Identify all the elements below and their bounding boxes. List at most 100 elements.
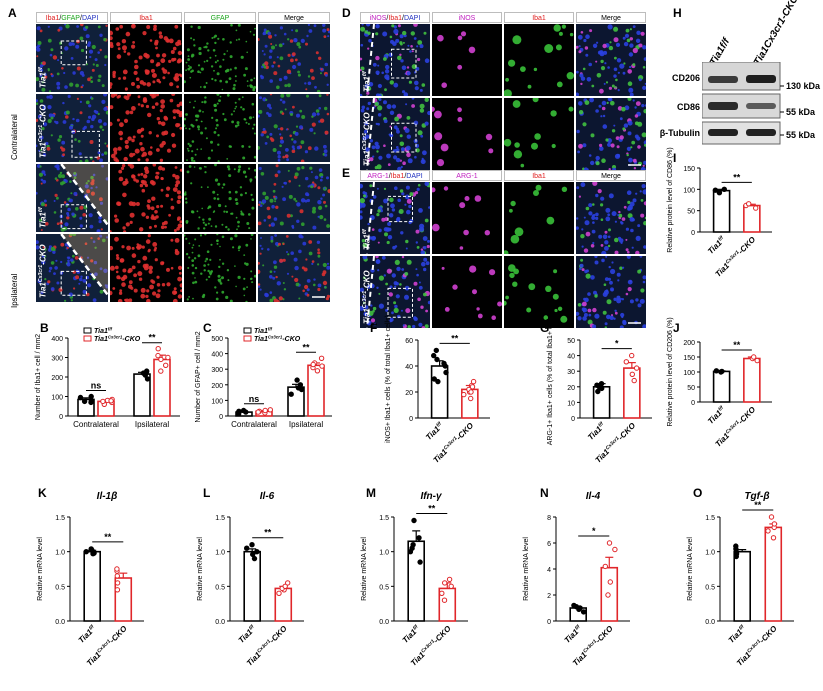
western-blot [702,62,784,145]
data-point [409,545,415,551]
column-header: Merge [576,12,646,23]
y-tick-label: 0.5 [215,584,225,591]
size-label-55a: 55 kDa [786,107,816,117]
y-tick-label: 20 [567,385,575,392]
significance-mark: ** [451,333,459,343]
data-point [771,521,778,527]
svg-text:Tia1f/f: Tia1f/f [424,420,446,442]
data-point [285,580,291,586]
y-axis-label: Relative mRNA level [361,537,368,601]
panel-label-g: G [540,321,549,335]
y-tick-label: 1.0 [55,550,65,557]
size-label-130: 130 kDa [786,81,821,91]
y-tick-label: 100 [683,187,695,194]
bar-ff [83,550,101,622]
data-point [114,566,120,572]
chart-title: Tgf-β [744,491,769,502]
data-point [629,371,635,377]
panel-label-m: M [366,486,376,500]
data-point [88,546,94,552]
chart-k: K 0.0 0.5 1.0 1.5 Relative mRNA level Il-1β ** T… [37,486,144,668]
svg-text:Tia1f/f: Tia1f/f [401,623,423,645]
band-label-cd206: CD206 [671,73,700,83]
data-point [244,545,250,551]
column-header: iNOS [432,12,502,23]
bar-cko [743,357,761,403]
svg-text:Tia1Cx3cr1-CKO: Tia1Cx3cr1-CKO [94,334,141,343]
data-point [295,385,302,391]
data-point [768,514,775,520]
data-point [441,360,447,367]
data-point [411,517,417,524]
data-point [243,409,249,415]
data-point [461,391,467,398]
data-point [594,382,600,388]
micrograph-tile [110,234,182,302]
chart-c: C 0 100 200 300 400 500 Number of GFAP+ cell / … [195,321,332,429]
y-tick-label: 1.0 [705,550,715,557]
data-point [770,535,777,541]
data-point [713,368,720,374]
chart-g: G 0 10 20 30 40 50 ARG-1+ Iba1+ cells (% of tot… [540,313,652,465]
column-header: Iba1 [504,12,574,23]
significance-mark: ** [104,532,112,542]
chart-f: F 0 20 40 60 iNOS+ Iba1+ cells (% of total Ib… [370,315,490,465]
panel-label-k: K [38,486,47,500]
y-tick-label: 0 [59,414,63,421]
significance-mark: * [592,526,596,536]
y-tick-label: 0 [691,230,695,237]
micrograph-tile [184,234,256,302]
data-point [595,388,601,395]
y-tick-label: 50 [687,209,695,216]
column-header: Iba1 [504,170,574,181]
category-label: Contralateral [73,420,119,429]
significance-mark: ** [428,503,436,513]
data-point [114,573,121,579]
column-header: iNOS/Iba1/DAPI [360,12,430,23]
y-tick-label: 0.5 [55,584,65,591]
svg-text:Tia1f/f: Tia1f/f [727,623,749,645]
y-axis-label: Number of Iba1+ cell / mm2 [35,334,42,420]
panel-label-o: O [693,486,702,500]
y-tick-label: 50 [567,338,575,345]
data-point [580,609,587,615]
data-point [77,394,84,401]
micrograph-tile [110,94,182,162]
data-point [108,398,114,404]
column-header: Iba1/GFAP/DAPI [36,12,108,23]
micrograph-tile [432,182,502,254]
data-point [607,579,613,585]
y-tick-label: 0.0 [215,619,225,626]
panel-label-b: B [40,321,49,335]
micrograph-tile [184,94,256,162]
y-tick-label: 100 [51,395,63,402]
micrograph-tile [576,256,646,328]
y-tick-label: 0.5 [379,584,389,591]
data-point [83,549,89,555]
data-point [431,376,437,382]
y-axis-label: Number of GFAP+ cell / mm2 [195,331,202,422]
column-header: Iba1 [110,12,182,23]
data-point [250,551,256,558]
chart-title: Il-4 [586,491,601,502]
y-tick-label: 50 [687,385,695,392]
y-tick-label: 0.5 [705,584,715,591]
data-point [753,205,759,211]
y-tick-label: 1.0 [215,550,225,557]
chart-title: Ifn-γ [420,491,443,502]
data-point [468,395,474,402]
data-point [81,398,88,405]
y-tick-label: 150 [683,166,695,173]
svg-text:Tia1Cx3cr1-CKO: Tia1Cx3cr1-CKO [254,334,301,343]
y-tick-label: 6 [547,541,551,548]
data-point [746,201,752,207]
micrograph-tile [36,24,108,92]
data-point [417,559,423,565]
data-point [631,377,637,384]
data-point [721,186,727,193]
micrograph-tile [504,24,574,96]
column-header: GFAP [184,12,256,23]
y-axis-label: Relative mRNA level [197,537,204,601]
panel-label-j: J [673,321,680,335]
